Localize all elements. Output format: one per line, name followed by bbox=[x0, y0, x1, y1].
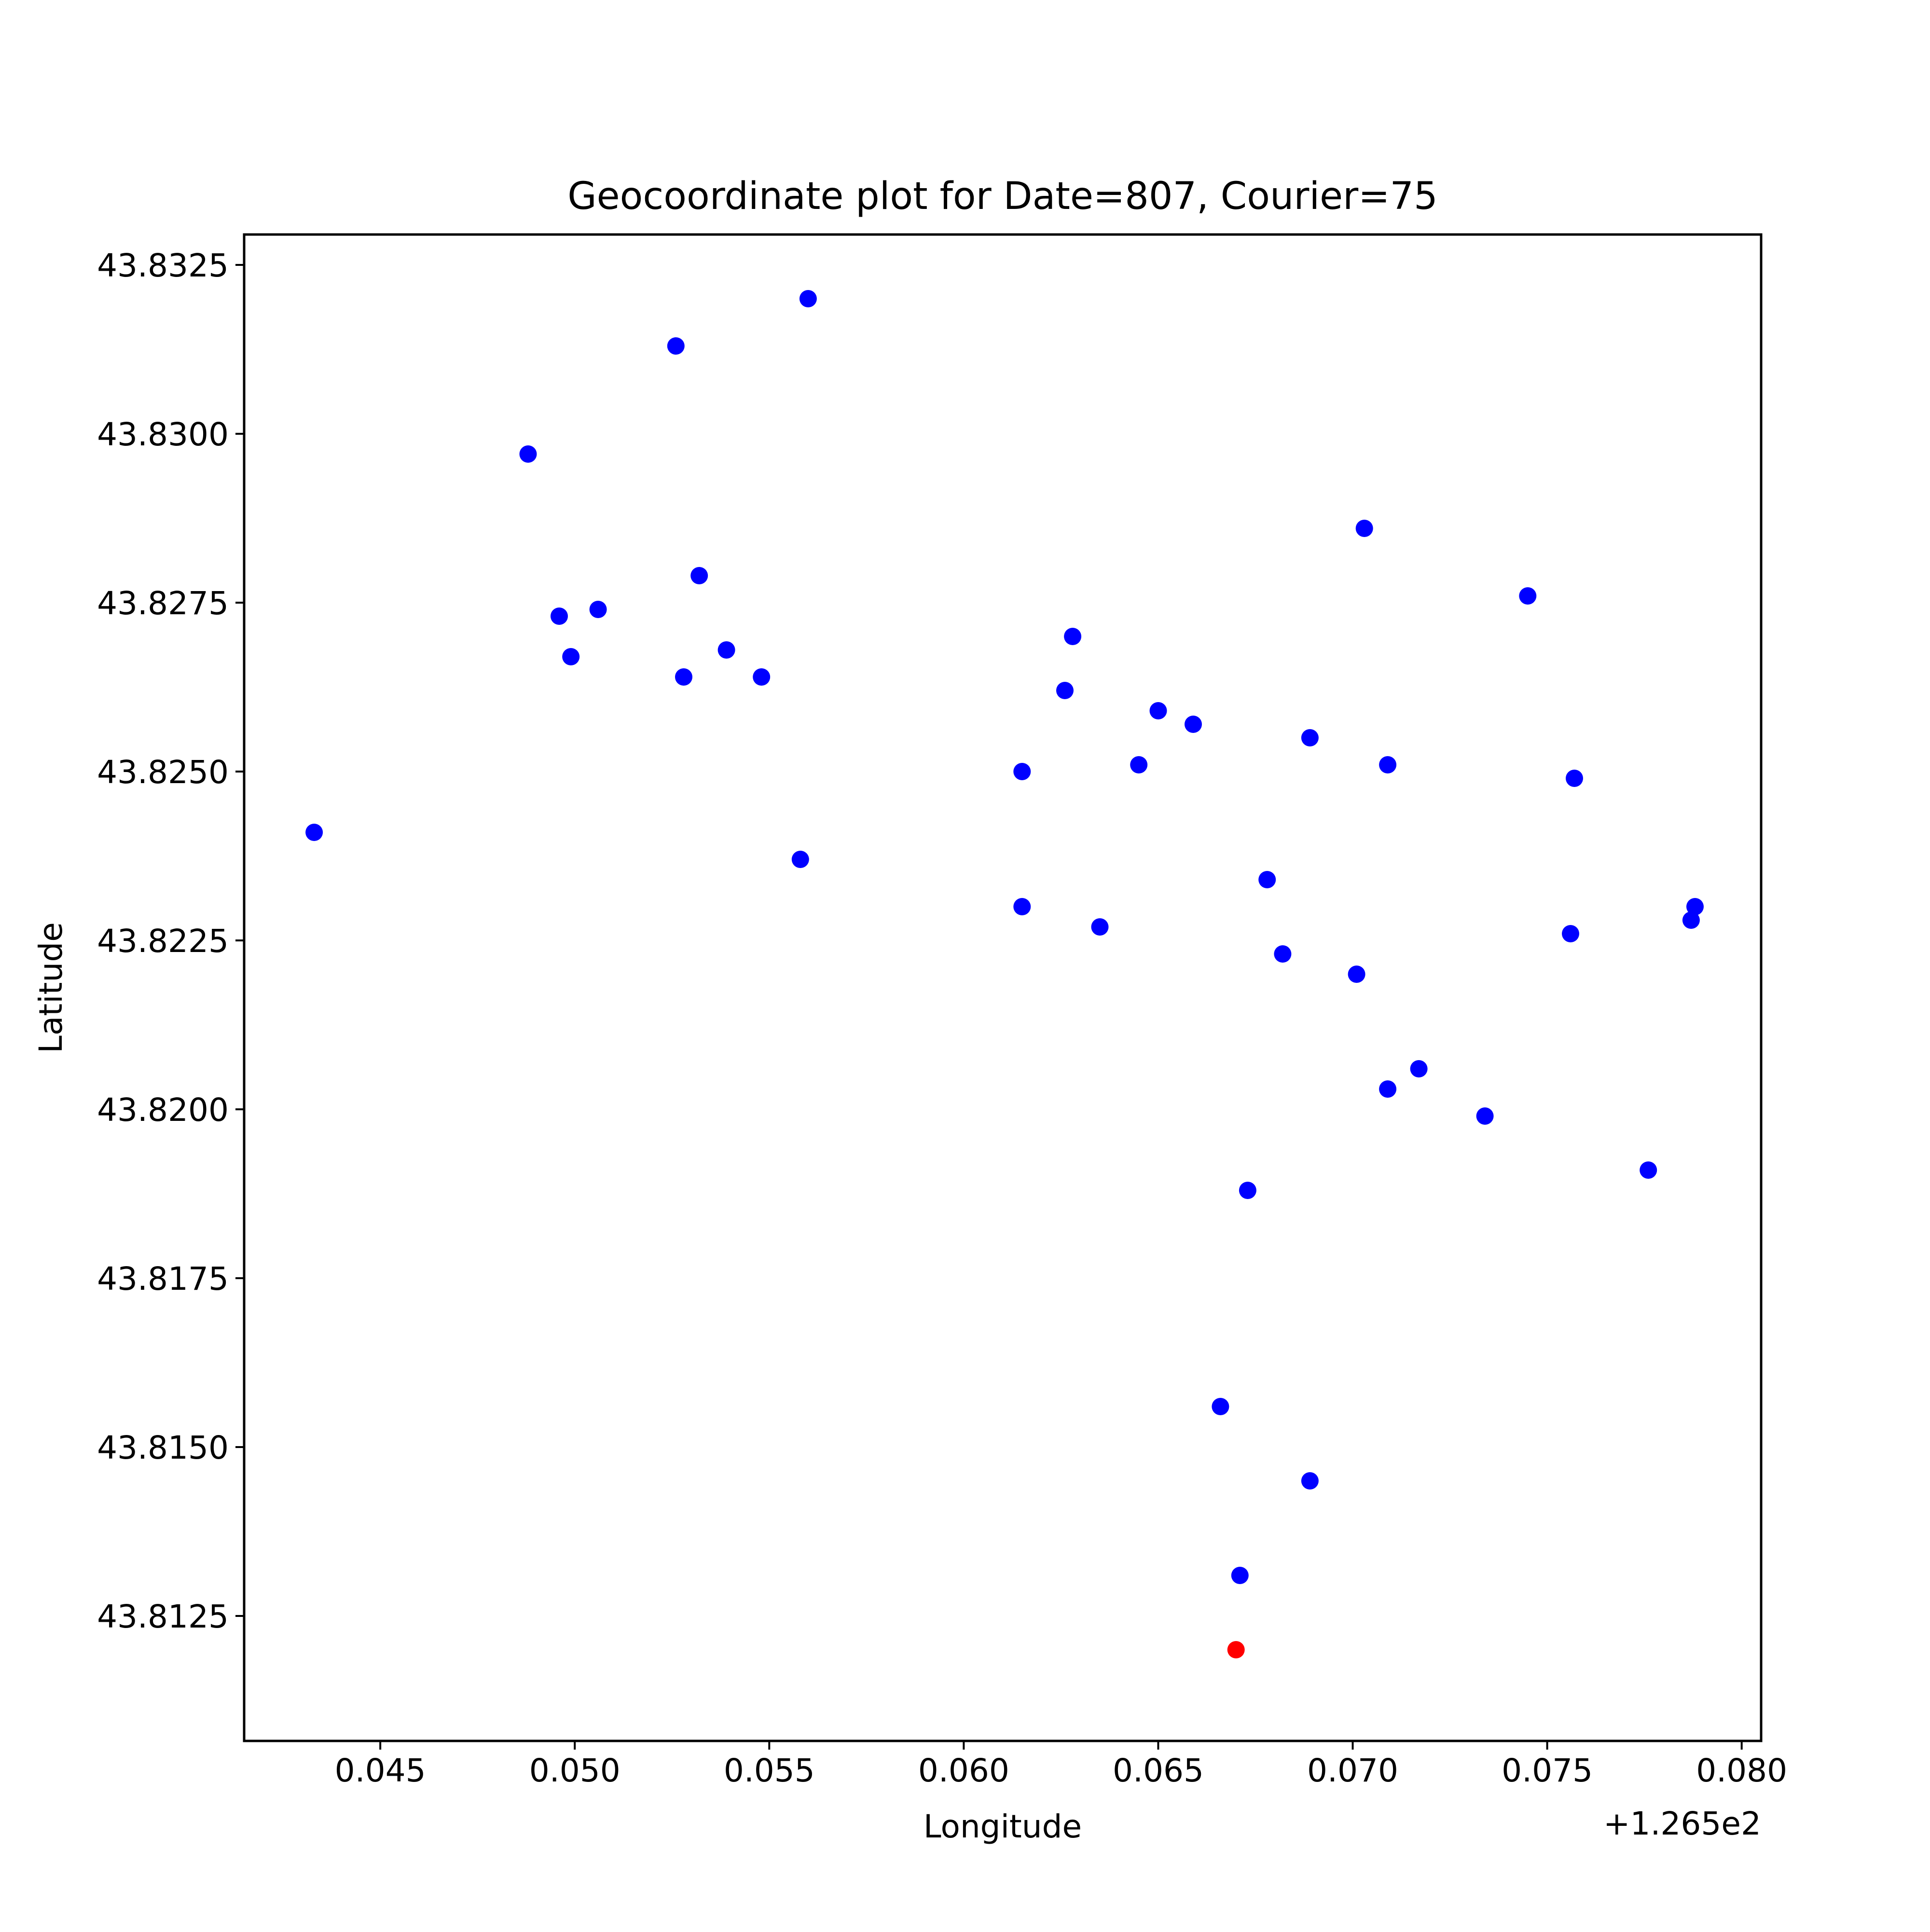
y-tick-label-3: 43.8200 bbox=[97, 1091, 229, 1129]
x-tick-label-7: 0.080 bbox=[1696, 1752, 1787, 1789]
data-point-0-28 bbox=[1355, 520, 1373, 537]
data-point-0-36 bbox=[1640, 1161, 1657, 1179]
x-axis-label: Longitude bbox=[924, 1808, 1082, 1845]
x-tick-label-4: 0.065 bbox=[1113, 1752, 1204, 1789]
data-point-0-29 bbox=[1379, 1080, 1397, 1098]
y-tick-label-0: 43.8125 bbox=[97, 1598, 229, 1635]
data-point-0-17 bbox=[1130, 756, 1148, 773]
data-point-0-26 bbox=[1301, 1472, 1319, 1490]
data-point-0-31 bbox=[1410, 1060, 1428, 1077]
data-point-0-6 bbox=[675, 668, 692, 686]
x-tick-label-5: 0.070 bbox=[1307, 1752, 1398, 1789]
y-tick-label-1: 43.8150 bbox=[97, 1429, 229, 1466]
data-point-0-34 bbox=[1562, 925, 1579, 942]
data-point-0-1 bbox=[519, 445, 537, 463]
data-point-0-27 bbox=[1348, 966, 1365, 983]
data-point-0-16 bbox=[1091, 918, 1109, 936]
data-point-0-38 bbox=[1686, 898, 1704, 915]
data-point-0-8 bbox=[717, 641, 735, 659]
data-point-0-4 bbox=[589, 601, 607, 618]
data-point-0-11 bbox=[799, 290, 817, 307]
data-point-0-30 bbox=[1379, 756, 1397, 773]
x-tick-label-1: 0.050 bbox=[529, 1752, 620, 1789]
data-point-0-19 bbox=[1185, 716, 1202, 733]
y-tick-label-4: 43.8225 bbox=[97, 923, 229, 960]
data-point-0-12 bbox=[1013, 763, 1031, 780]
data-point-0-21 bbox=[1231, 1567, 1249, 1584]
data-point-0-5 bbox=[667, 337, 685, 355]
data-point-0-15 bbox=[1064, 628, 1082, 645]
y-axis-ticks: 43.8125 43.8150 43.8175 43.8200 43.8225 43.82… bbox=[97, 247, 244, 1635]
x-tick-label-0: 0.045 bbox=[335, 1752, 426, 1789]
data-point-0-18 bbox=[1149, 702, 1167, 719]
data-point-0-22 bbox=[1239, 1182, 1256, 1199]
data-point-0-35 bbox=[1566, 770, 1583, 787]
data-point-0-7 bbox=[690, 567, 708, 584]
y-axis-label: Latitude bbox=[32, 922, 69, 1053]
data-point-0-20 bbox=[1212, 1398, 1229, 1415]
data-point-0-2 bbox=[551, 607, 568, 625]
x-tick-label-2: 0.055 bbox=[724, 1752, 815, 1789]
x-tick-label-6: 0.075 bbox=[1502, 1752, 1593, 1789]
data-point-0-9 bbox=[753, 668, 771, 686]
data-point-0-10 bbox=[791, 851, 809, 868]
y-tick-label-5: 43.8250 bbox=[97, 754, 229, 791]
data-point-0-13 bbox=[1013, 898, 1031, 915]
data-point-0-25 bbox=[1301, 729, 1319, 746]
data-point-0-3 bbox=[562, 648, 580, 665]
data-point-0-37 bbox=[1682, 911, 1700, 929]
x-axis-ticks: 0.045 0.050 0.055 0.060 0.065 0.070 0.075 0.080 bbox=[335, 1741, 1787, 1789]
data-point-0-24 bbox=[1274, 945, 1292, 963]
data-point-1-0 bbox=[1227, 1641, 1245, 1658]
plot-frame bbox=[243, 233, 1763, 1742]
x-axis-offset-label: +1.265e2 bbox=[1603, 1805, 1761, 1842]
y-tick-label-8: 43.8325 bbox=[97, 247, 229, 284]
y-tick-label-6: 43.8275 bbox=[97, 585, 229, 622]
data-point-0-32 bbox=[1476, 1107, 1494, 1125]
y-tick-label-2: 43.8175 bbox=[97, 1260, 229, 1297]
x-tick-label-3: 0.060 bbox=[918, 1752, 1009, 1789]
data-point-0-23 bbox=[1258, 871, 1276, 888]
points-layer bbox=[305, 290, 1704, 1658]
data-point-0-14 bbox=[1056, 682, 1074, 699]
chart-title: Geocoordinate plot for Date=807, Courier… bbox=[567, 175, 1438, 218]
y-tick-label-7: 43.8300 bbox=[97, 416, 229, 453]
data-point-0-33 bbox=[1519, 587, 1537, 605]
data-point-0-0 bbox=[305, 824, 323, 841]
